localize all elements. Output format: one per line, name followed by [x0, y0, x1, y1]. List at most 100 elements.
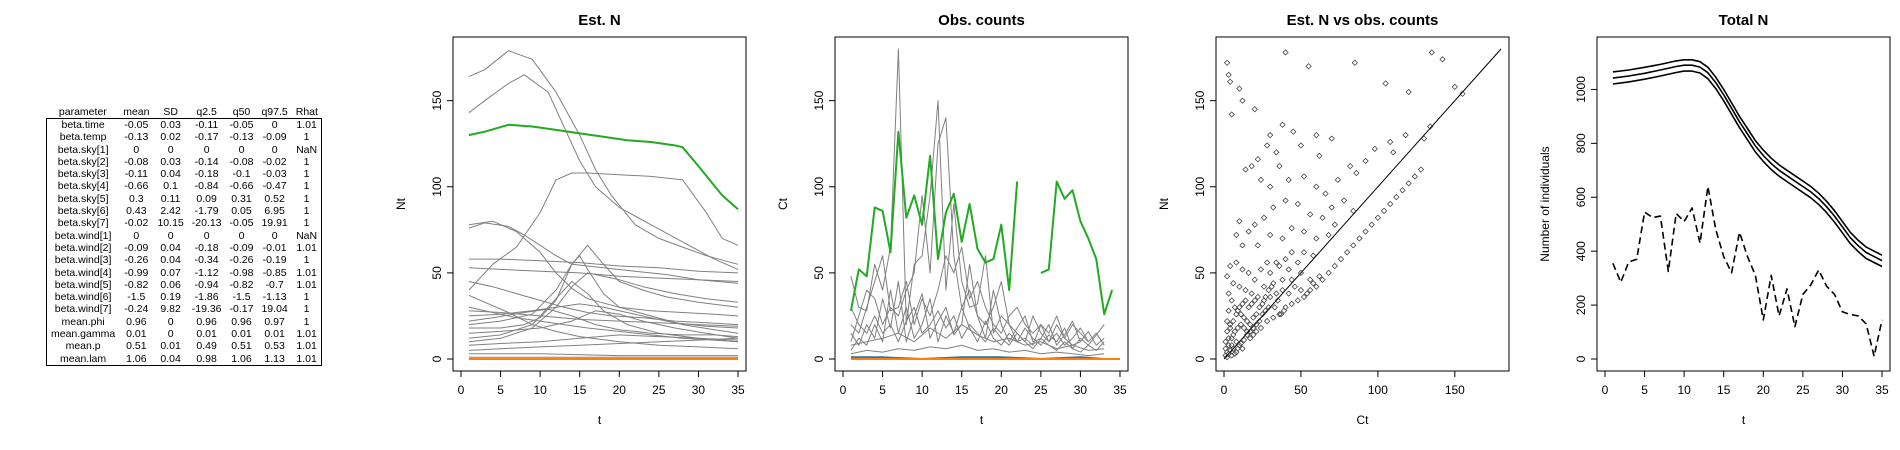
data-point — [1243, 328, 1251, 335]
data-point — [1276, 311, 1283, 318]
table-cell: 0.02 — [160, 131, 181, 144]
data-point — [1245, 269, 1252, 276]
table-cell: -0.84 — [194, 180, 219, 193]
x-tick-label: 5 — [879, 383, 886, 397]
data-point — [1427, 123, 1434, 130]
plot-area — [1222, 48, 1502, 361]
series-line — [1612, 185, 1883, 358]
table-cell: 1 — [303, 192, 310, 205]
table-cell: 1 — [303, 168, 310, 181]
data-point — [1260, 297, 1268, 304]
table-cell: 0 — [271, 143, 278, 156]
data-point — [1265, 287, 1272, 294]
table-row: beta.wind[7] -0.24 9.82 -19.36 -0.17 19.04 1 — [47, 303, 322, 315]
table-cell: 1.01 — [296, 266, 317, 279]
table-row: beta.sky[7] -0.02 10.15 -20.13 -0.05 19.91 1 — [47, 217, 322, 229]
data-point — [1276, 163, 1283, 170]
data-point — [1304, 290, 1311, 297]
table-row: beta.wind[4] -0.99 0.07 -1.12 -0.98 -0.85 1.01 — [47, 267, 322, 279]
table-cell: 1 — [303, 303, 310, 316]
column-header: parameter — [58, 106, 107, 118]
table-cell: -0.17 — [194, 131, 219, 144]
data-point — [1230, 345, 1237, 352]
table-row: beta.sky[6] 0.43 2.42 -1.79 0.05 6.95 1 — [47, 205, 322, 217]
series-line — [468, 172, 739, 291]
data-point — [1310, 280, 1317, 287]
data-point — [1236, 218, 1243, 225]
table-cell: 0.97 — [264, 315, 285, 328]
x-tick-label: 0 — [1602, 383, 1609, 397]
table-cell: -0.05 — [124, 119, 149, 131]
data-point — [1250, 324, 1257, 332]
data-point — [1271, 304, 1278, 311]
series-line — [468, 334, 739, 346]
table-row: beta.wind[3] -0.26 0.04 -0.34 -0.26 -0.19 1 — [47, 254, 322, 266]
data-point — [1356, 235, 1363, 242]
data-point — [1288, 300, 1295, 307]
series-line — [468, 50, 739, 265]
x-tick-label: 150 — [1445, 383, 1465, 397]
x-tick-label: 15 — [573, 383, 587, 397]
table-cell: NaN — [296, 229, 318, 242]
table-cell: -0.13 — [229, 131, 254, 144]
data-point — [1239, 266, 1246, 273]
table-cell: 1.01 — [296, 328, 317, 341]
table-cell: beta.wind[2] — [54, 241, 112, 254]
table-cell: 1 — [303, 315, 310, 328]
data-point — [1319, 276, 1326, 283]
data-point — [1344, 249, 1351, 256]
data-point — [1248, 300, 1255, 307]
table-cell: -0.66 — [229, 180, 254, 193]
data-point — [1227, 321, 1234, 328]
series-line — [468, 310, 739, 327]
x-tick-label: 30 — [1836, 383, 1850, 397]
chart-panel-3: Est. N vs obs. counts 0 50 100 150 0 50 100 150 C… — [1157, 12, 1510, 427]
y-axis-label: Nt — [394, 197, 408, 210]
x-tick-label: 0 — [840, 383, 847, 397]
series-line — [468, 74, 739, 270]
data-point — [1242, 287, 1249, 294]
data-point — [1328, 135, 1335, 142]
data-point — [1247, 321, 1254, 328]
data-point — [1451, 83, 1458, 90]
data-point — [1267, 269, 1274, 276]
chart-title: Est. N vs obs. counts — [1287, 12, 1439, 29]
table-cell: 0.07 — [160, 266, 181, 279]
table-cell: -0.7 — [265, 278, 284, 291]
table-cell: 0.51 — [126, 340, 147, 353]
chart-title: Obs. counts — [938, 12, 1025, 29]
x-tick-label: 25 — [1796, 383, 1810, 397]
data-point — [1405, 180, 1412, 187]
data-point — [1223, 59, 1231, 66]
y-tick-label: 150 — [1193, 90, 1207, 110]
data-point — [1428, 49, 1435, 56]
chart-title: Est. N — [578, 12, 621, 29]
column-header: SD — [163, 106, 178, 118]
y-tick-label: 50 — [1193, 266, 1207, 280]
table-cell: 0 — [133, 143, 140, 156]
data-point — [1285, 266, 1292, 273]
plot-area — [468, 50, 739, 360]
plot-area — [1612, 59, 1883, 358]
data-point — [1237, 321, 1245, 328]
table-cell: 0.52 — [264, 192, 285, 205]
data-point — [1251, 221, 1258, 228]
data-point — [1263, 259, 1271, 266]
table-cell: beta.wind[4] — [54, 266, 112, 279]
data-point — [1257, 266, 1265, 273]
series-line — [468, 306, 739, 343]
x-tick-label: 50 — [1294, 383, 1308, 397]
series-line — [468, 294, 739, 350]
table-cell: -1.79 — [194, 205, 219, 218]
x-tick-label: 0 — [1221, 383, 1228, 397]
data-point — [1411, 173, 1418, 180]
table-cell: -0.47 — [262, 180, 287, 193]
table-cell: 0 — [238, 229, 245, 242]
data-point — [1300, 249, 1308, 256]
table-cell: NaN — [296, 143, 318, 156]
data-point — [1279, 235, 1286, 242]
table-cell: 0.98 — [196, 352, 217, 365]
data-point — [1233, 231, 1240, 239]
table-cell: -0.82 — [124, 278, 149, 291]
table-cell: 1 — [303, 205, 310, 218]
